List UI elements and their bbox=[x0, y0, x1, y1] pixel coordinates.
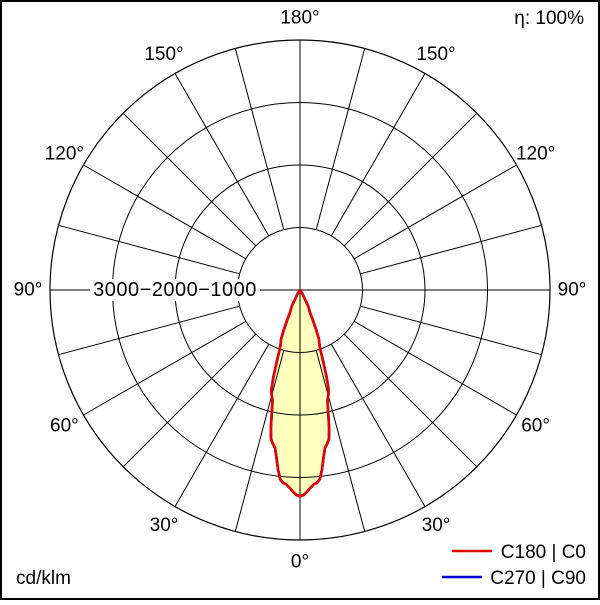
grid-spoke bbox=[122, 112, 257, 247]
grid-spoke bbox=[122, 333, 257, 468]
grid-spoke bbox=[330, 343, 426, 507]
grid-spoke bbox=[330, 73, 426, 237]
angle-label-120: 120° bbox=[516, 144, 555, 165]
grid-spoke bbox=[343, 333, 478, 468]
efficiency-label: η: 100% bbox=[514, 8, 584, 29]
radial-axis-label-group: 3000−2000−1000 bbox=[90, 279, 260, 301]
grid-spoke bbox=[360, 224, 542, 275]
grid-spoke bbox=[315, 350, 366, 532]
angle-label-30: 30° bbox=[150, 515, 179, 536]
legend-label-c180-c0: C180 | C0 bbox=[501, 542, 586, 563]
grid-spoke bbox=[174, 343, 270, 507]
legend-label-c270-c90: C270 | C90 bbox=[490, 568, 586, 589]
angle-label-30: 30° bbox=[422, 515, 451, 536]
grid-spoke bbox=[83, 320, 247, 416]
grid-spoke bbox=[234, 350, 285, 532]
grid-spoke bbox=[234, 48, 285, 230]
grid-spoke bbox=[353, 164, 517, 260]
angle-label-0: 0° bbox=[291, 552, 309, 573]
grid-spoke bbox=[83, 164, 247, 260]
angle-label-60: 60° bbox=[521, 416, 550, 437]
grid-spoke bbox=[353, 320, 517, 416]
angle-label-90: 90° bbox=[558, 280, 587, 301]
grid-spoke bbox=[58, 224, 240, 275]
angle-label-90: 90° bbox=[14, 280, 43, 301]
unit-label: cd/klm bbox=[16, 568, 71, 589]
angle-label-150: 150° bbox=[144, 44, 183, 65]
angle-label-180: 180° bbox=[280, 8, 319, 29]
radial-axis-tick-labels: 3000−2000−1000 bbox=[93, 279, 257, 301]
grid-spoke bbox=[174, 73, 270, 237]
legend: C180 | C0 C270 | C90 bbox=[442, 542, 586, 589]
grid-spoke bbox=[58, 305, 240, 356]
angle-label-150: 150° bbox=[416, 44, 455, 65]
grid-spoke bbox=[360, 305, 542, 356]
angle-label-60: 60° bbox=[50, 416, 79, 437]
grid-spoke bbox=[315, 48, 366, 230]
polar-grid-layer: 180° 150° 150° 120° 120° 90° 90° 60° 60° 30° 30° 0° bbox=[14, 8, 587, 573]
grid-spoke bbox=[343, 112, 478, 247]
radial-axis-label-bg bbox=[90, 279, 260, 301]
angle-label-120: 120° bbox=[45, 144, 84, 165]
curve-c180-c0 bbox=[269, 288, 331, 498]
